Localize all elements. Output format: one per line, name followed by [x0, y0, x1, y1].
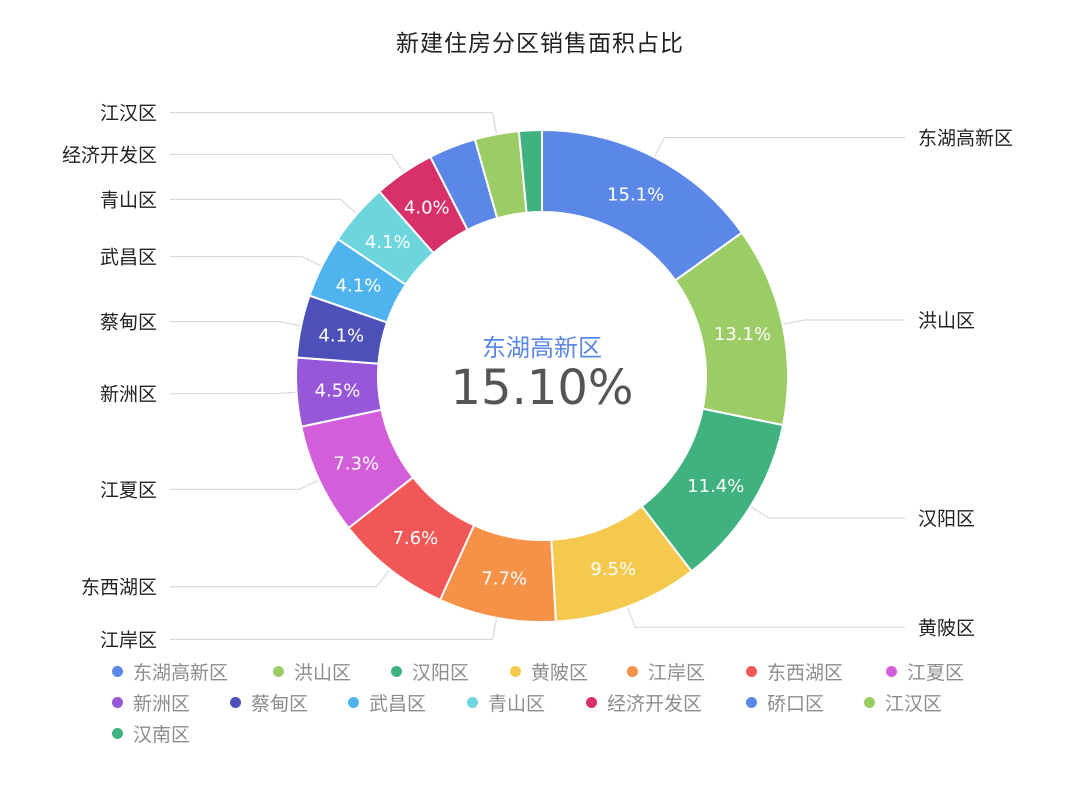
callout-line [170, 255, 326, 269]
callout-line [170, 477, 323, 490]
legend-dot-icon [467, 696, 478, 708]
legend-item[interactable]: 江岸区 [627, 656, 705, 686]
slice-value-label: 11.4% [687, 476, 744, 497]
slice-value-label: 9.5% [590, 559, 636, 580]
legend-item[interactable]: 武昌区 [348, 687, 426, 717]
legend-item[interactable]: 黄陂区 [510, 656, 588, 686]
callout-label: 青山区 [100, 189, 157, 211]
legend-item[interactable]: 汉南区 [112, 718, 190, 748]
legend-label: 江夏区 [907, 661, 965, 684]
legend-label: 新洲区 [133, 692, 191, 715]
legend-dot-icon [886, 665, 897, 677]
legend-item[interactable]: 洪山区 [273, 656, 351, 686]
legend-label: 硚口区 [767, 692, 825, 715]
callout-line [170, 565, 393, 588]
callout-label: 东西湖区 [81, 577, 157, 599]
callout-label: 江汉区 [100, 103, 157, 125]
legend-dot-icon [230, 696, 241, 708]
legend-item[interactable]: 青山区 [467, 687, 545, 717]
legend-dot-icon [586, 696, 597, 708]
slice-value-label: 7.3% [333, 454, 379, 475]
callout-label: 经济开发区 [62, 144, 157, 166]
legend-dot-icon [391, 665, 402, 677]
donut-slices [295, 128, 789, 623]
legend-label: 汉南区 [133, 723, 191, 746]
legend-label: 洪山区 [294, 661, 352, 684]
legend-label: 汉阳区 [412, 661, 470, 684]
slice-labels: 15.1% 13.1% 11.4% 9.5% 7.7% 7.6% 7.3% 4.5% 4.1% 4… [315, 185, 771, 590]
callout-line [746, 503, 905, 519]
legend-item[interactable]: 江汉区 [864, 687, 942, 717]
legend-item[interactable]: 东西湖区 [746, 656, 843, 686]
center-value: 15.10% [450, 360, 633, 416]
legend-dot-icon [746, 665, 757, 677]
slice-value-label: 7.6% [392, 528, 438, 549]
slice-value-label: 4.1% [365, 232, 411, 253]
legend-label: 武昌区 [369, 692, 427, 715]
legend-label: 黄陂区 [531, 661, 589, 684]
callout-label: 江岸区 [100, 629, 157, 651]
slice-value-label: 7.7% [481, 568, 527, 589]
slice-value-label: 15.1% [607, 185, 664, 206]
legend-label: 江岸区 [648, 661, 706, 684]
legend-dot-icon [273, 665, 284, 677]
slice-value-label: 13.1% [714, 324, 771, 345]
callout-label: 洪山区 [918, 310, 975, 332]
legend-dot-icon [348, 696, 359, 708]
callout-line [170, 613, 498, 641]
legend-item[interactable]: 汉阳区 [391, 656, 469, 686]
legend-label: 东西湖区 [767, 661, 844, 684]
legend-item[interactable]: 江夏区 [886, 656, 964, 686]
callout-label: 汉阳区 [918, 508, 975, 530]
callout-line [778, 319, 905, 327]
callout-line [170, 391, 301, 395]
callout-label: 黄陂区 [918, 617, 975, 639]
callout-line [170, 321, 306, 328]
callout-label: 江夏区 [100, 479, 157, 501]
legend-label: 经济开发区 [607, 692, 703, 715]
legend-label: 东湖高新区 [133, 661, 229, 684]
legend-item[interactable]: 蔡甸区 [230, 687, 308, 717]
legend-label: 江汉区 [885, 692, 943, 715]
slice-value-label: 4.0% [404, 197, 450, 218]
callout-line [170, 111, 498, 139]
callout-label: 新洲区 [100, 384, 157, 406]
callout-label: 东湖高新区 [918, 128, 1013, 150]
callout-line [170, 198, 361, 217]
callout-lines [170, 111, 905, 641]
callout-label: 武昌区 [100, 247, 157, 269]
legend-item[interactable]: 硚口区 [746, 687, 824, 717]
slice-value-label: 4.5% [315, 381, 361, 402]
callout-line [625, 602, 905, 628]
legend-dot-icon [510, 665, 521, 677]
callout-label: 蔡甸区 [100, 312, 157, 334]
legend-dot-icon [746, 696, 757, 708]
legend-item[interactable]: 新洲区 [112, 687, 190, 717]
center-label: 东湖高新区 [482, 334, 602, 362]
legend-dot-icon [112, 727, 123, 739]
legend-dot-icon [112, 696, 123, 708]
slice-value-label: 4.1% [336, 276, 382, 297]
callout-labels: 东湖高新区洪山区汉阳区黄陂区江岸区东西湖区江夏区新洲区蔡甸区武昌区青山区经济开发… [62, 103, 1013, 652]
callout-line [652, 136, 905, 161]
legend-dot-icon [112, 665, 123, 677]
legend-label: 青山区 [488, 692, 546, 715]
slice-value-label: 4.1% [318, 325, 364, 346]
callout-line [170, 153, 407, 177]
legend-dot-icon [627, 665, 638, 677]
legend-dot-icon [864, 696, 875, 708]
legend-item[interactable]: 经济开发区 [586, 687, 702, 717]
donut-slice-15[interactable] [517, 128, 543, 214]
legend-item[interactable]: 东湖高新区 [112, 656, 228, 686]
chart-title: 新建住房分区销售面积占比 [396, 31, 684, 57]
legend-label: 蔡甸区 [251, 692, 309, 715]
